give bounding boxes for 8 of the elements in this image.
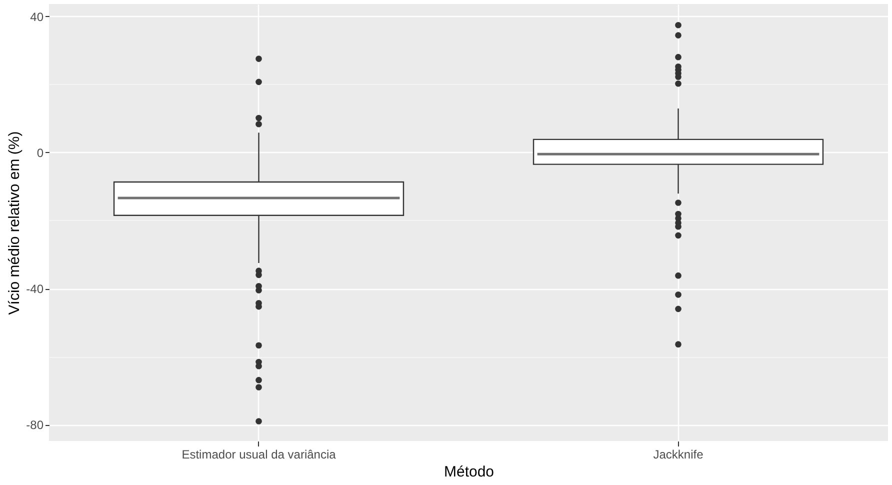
y-axis-title: Vício médio relativo em (%)	[6, 131, 24, 315]
y-tick-label: 40	[30, 10, 44, 24]
y-tick-label: 0	[36, 146, 44, 160]
y-tick-label: -80	[26, 418, 44, 432]
x-tick-label: Estimador usual da variância	[182, 448, 336, 462]
x-tick-label: Jackknife	[653, 448, 704, 462]
y-tick-label: -40	[26, 282, 44, 296]
x-axis-title: Método	[444, 464, 494, 480]
